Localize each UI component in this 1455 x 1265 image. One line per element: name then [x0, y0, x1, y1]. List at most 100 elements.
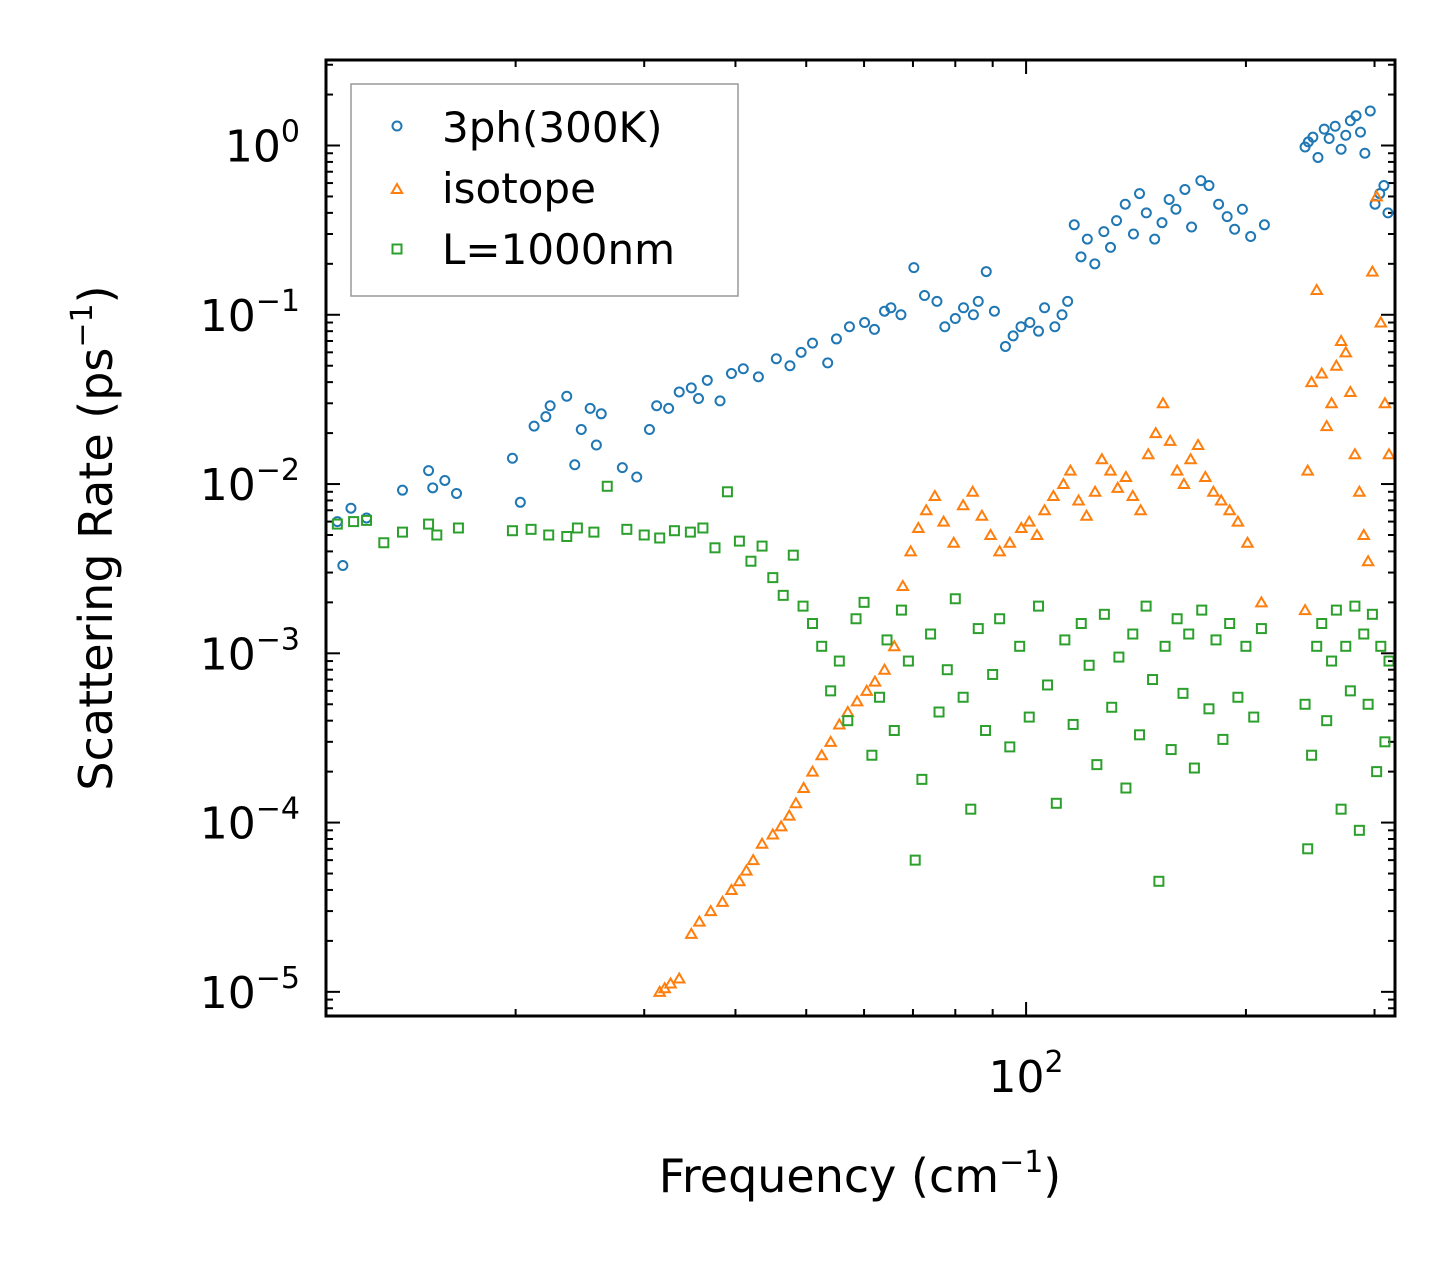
data-point	[1148, 426, 1163, 439]
data-point	[866, 749, 878, 761]
data-point	[1134, 188, 1146, 200]
data-point	[631, 471, 643, 483]
data-point	[561, 530, 573, 542]
data-point	[672, 971, 687, 984]
data-point	[965, 803, 977, 815]
data-point	[1177, 687, 1189, 699]
data-point	[452, 522, 464, 534]
data-point	[616, 462, 628, 474]
data-point	[1350, 110, 1362, 122]
data-point	[777, 589, 789, 601]
data-point	[1106, 701, 1118, 713]
data-point	[1127, 628, 1139, 640]
data-point	[1379, 736, 1391, 748]
series-L=1000nm	[331, 480, 1395, 887]
data-point	[957, 691, 969, 703]
data-point	[1004, 741, 1016, 753]
data-point	[1133, 503, 1148, 516]
data-point	[544, 400, 556, 412]
data-point	[1049, 321, 1061, 333]
data-point	[1255, 623, 1267, 635]
data-point	[1113, 651, 1125, 663]
data-point	[859, 683, 874, 696]
data-point	[590, 439, 602, 451]
data-point	[1236, 203, 1248, 215]
data-point	[1366, 608, 1378, 620]
data-point	[1022, 514, 1037, 527]
data-point	[1321, 715, 1333, 727]
data-point	[732, 874, 747, 887]
data-point	[1075, 618, 1087, 630]
data-point	[1163, 433, 1178, 446]
data-point	[1373, 315, 1388, 328]
data-point	[816, 640, 828, 652]
data-point	[1059, 634, 1071, 646]
data-point	[621, 523, 633, 535]
data-point	[1056, 309, 1068, 321]
data-point	[767, 572, 779, 584]
data-point	[361, 514, 373, 526]
data-point	[1033, 325, 1045, 337]
data-point	[1153, 875, 1165, 887]
data-point	[859, 317, 871, 329]
data-point	[685, 382, 697, 394]
data-point	[1318, 123, 1330, 135]
data-point	[1186, 221, 1198, 233]
data-point	[1377, 396, 1392, 409]
data-point	[1340, 640, 1352, 652]
data-point	[684, 526, 696, 538]
data-point	[1217, 733, 1229, 745]
data-point	[1371, 766, 1383, 778]
data-point	[1177, 477, 1191, 490]
data-point	[895, 578, 910, 591]
data-point	[378, 537, 390, 549]
x-axis-label: Frequency (cm−1)	[659, 1145, 1062, 1203]
data-point	[1103, 463, 1118, 476]
data-point	[345, 502, 357, 514]
data-point	[994, 613, 1006, 625]
data-point	[908, 262, 920, 274]
data-point	[784, 360, 796, 372]
data-point	[850, 694, 865, 707]
data-point	[745, 555, 757, 567]
data-point	[1191, 438, 1206, 451]
data-point	[1362, 698, 1374, 710]
data-point	[949, 593, 961, 605]
data-point	[1037, 503, 1052, 516]
data-point	[1338, 345, 1353, 358]
data-point	[1329, 120, 1341, 132]
data-point	[885, 302, 897, 314]
data-point	[782, 808, 797, 821]
data-point	[909, 854, 921, 866]
data-point	[451, 487, 463, 499]
data-point	[540, 411, 552, 423]
data-point	[1311, 640, 1323, 652]
data-point	[1347, 447, 1362, 460]
data-point	[1089, 258, 1101, 270]
data-point	[1298, 603, 1313, 616]
data-point	[1258, 219, 1270, 231]
data-point	[949, 313, 961, 325]
data-point	[1165, 744, 1177, 756]
data-point	[881, 634, 893, 646]
data-point	[919, 289, 931, 301]
data-point	[1083, 659, 1095, 671]
data-point	[999, 340, 1011, 352]
data-point	[903, 544, 918, 557]
data-point	[1042, 679, 1054, 691]
data-point	[1323, 132, 1335, 144]
data-point	[601, 480, 613, 492]
data-point	[1324, 396, 1339, 409]
data-point	[1091, 759, 1103, 771]
data-point	[874, 691, 886, 703]
data-point	[1071, 493, 1086, 506]
data-point	[1014, 520, 1029, 533]
data-point	[774, 819, 789, 832]
data-point	[654, 532, 666, 544]
data-point	[1140, 207, 1152, 219]
data-point	[1198, 470, 1213, 483]
data-point	[1203, 180, 1215, 192]
data-point	[755, 836, 769, 849]
data-point	[575, 424, 587, 436]
data-point	[1314, 366, 1329, 379]
